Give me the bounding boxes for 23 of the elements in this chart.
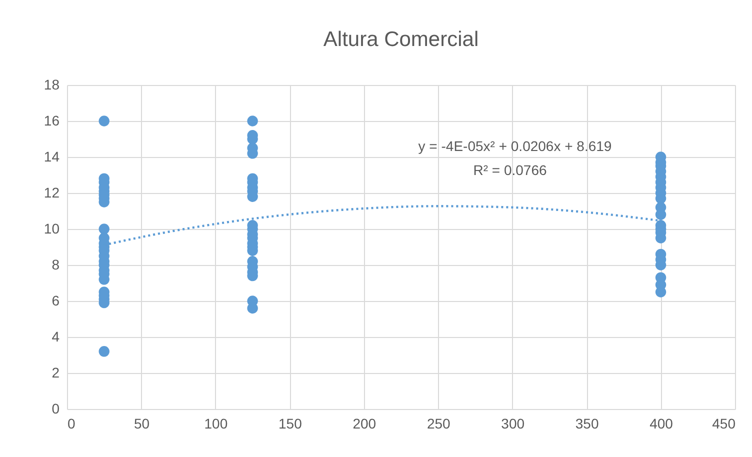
y-tick-label: 10 [44, 220, 60, 236]
x-tick-label: 150 [278, 416, 302, 432]
x-tick-label: 100 [204, 416, 228, 432]
x-tick-label: 200 [352, 416, 376, 432]
x-tick-label: 300 [501, 416, 525, 432]
x-tick-label: 400 [650, 416, 674, 432]
y-tick-label: 16 [44, 112, 60, 128]
chart-title: Altura Comercial [323, 28, 479, 51]
x-tick-label: 50 [134, 416, 150, 432]
y-tick-label: 4 [52, 328, 60, 344]
y-tick-label: 12 [44, 184, 60, 200]
annotation: R² = 0.0766 [473, 162, 547, 178]
x-tick-label: 350 [575, 416, 599, 432]
annotation: y = -4E-05x² + 0.0206x + 8.619 [418, 138, 612, 154]
x-tick-label: 450 [712, 416, 736, 432]
y-tick-label: 0 [52, 400, 60, 416]
y-tick-label: 14 [44, 148, 60, 164]
x-tick-label: 0 [68, 416, 76, 432]
y-tick-label: 6 [52, 292, 60, 308]
x-tick-label: 250 [426, 416, 451, 432]
y-tick-label: 18 [44, 76, 60, 92]
y-tick-label: 2 [52, 364, 60, 380]
y-tick-label: 8 [52, 256, 60, 272]
